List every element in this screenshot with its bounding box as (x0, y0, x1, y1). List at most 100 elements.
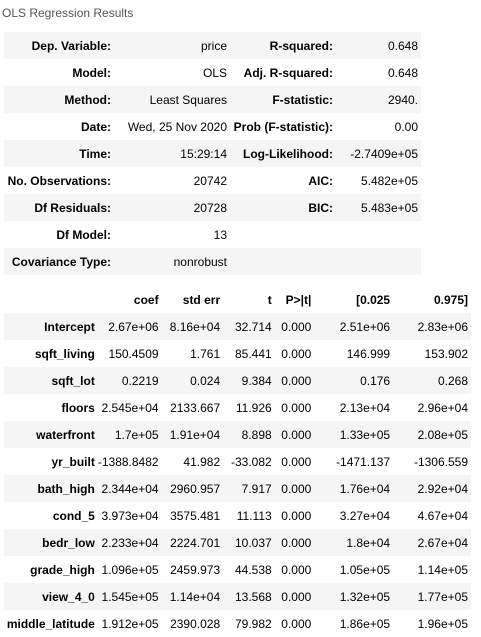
coefficient-value: 7.917 (223, 475, 275, 502)
variable-name: sqft_lot (4, 367, 98, 394)
coefficient-value: 2390.028 (170, 616, 221, 631)
coefficient-value: 153.902 (424, 346, 468, 361)
summary-row: Method: Least Squares F-statistic: 2940. (4, 86, 421, 113)
coefficient-value: 0.176 (314, 367, 394, 394)
coefficient-row: sqft_living 150.4509 1.761 85.441 0.000 146.9… (4, 340, 471, 367)
coefficient-value: -1388.8482 (97, 454, 159, 469)
summary-label: Covariance Type: (4, 248, 114, 275)
coefficient-value: 13.568 (223, 583, 275, 610)
summary-label: Method: (4, 86, 114, 113)
summary-value (336, 248, 421, 275)
summary-value: Least Squares (114, 86, 230, 113)
summary-label: Log-Likelihood: (230, 140, 336, 167)
variable-name: cond_5 (52, 508, 95, 523)
coefficient-value: 11.113 (236, 508, 272, 523)
coefficient-value: 1.8e+04 (314, 529, 394, 556)
summary-value: price (114, 32, 230, 59)
summary-value: 20728 (114, 194, 230, 221)
summary-value: 0.00 (394, 119, 418, 134)
variable-name: bedr_low (4, 529, 98, 556)
coefficient-value: 1.761 (190, 346, 221, 361)
coefficient-value: 1.096e+05 (101, 562, 159, 577)
coefficient-value: 1.33e+05 (314, 421, 394, 448)
coefficient-value: 85.441 (234, 346, 272, 361)
coefficient-value: 3.27e+04 (339, 508, 391, 523)
table-caption: OLS Regression Results (2, 6, 134, 20)
coefficient-value: 1.91e+04 (161, 421, 224, 448)
coefficient-value: 0.000 (274, 475, 315, 502)
coefficient-value: -33.082 (230, 454, 272, 469)
coefficient-row: view_4_0 1.545e+05 1.14e+04 13.568 0.000 1.32… (4, 583, 471, 610)
summary-value: -2.7409e+05 (336, 140, 421, 167)
summary-value: 5.482e+05 (360, 173, 418, 188)
coefficient-value: 2224.701 (161, 529, 224, 556)
coefficient-value: 2.83e+06 (393, 313, 471, 340)
coefficient-value: 0.000 (274, 583, 315, 610)
coefficient-value: 0.000 (274, 367, 315, 394)
summary-value: nonrobust (114, 248, 230, 275)
coefficient-value: 8.898 (223, 421, 275, 448)
coefficient-value: 2.08e+05 (393, 421, 471, 448)
coefficient-row: cond_5 3.973e+04 3575.481 11.113 0.000 3.27e+… (4, 502, 471, 529)
summary-row: Df Residuals: 20728 BIC: 5.483e+05 (4, 194, 421, 221)
coefficient-row: bath_high 2.344e+04 2960.957 7.917 0.000 1.76… (4, 475, 471, 502)
summary-label (230, 221, 336, 248)
summary-value: 13 (213, 227, 227, 242)
summary-value: 0.648 (387, 65, 418, 80)
coefficient-value: 1.32e+05 (314, 583, 394, 610)
coefficient-value: 41.982 (183, 454, 221, 469)
summary-value: 5.483e+05 (336, 194, 421, 221)
summary-label: Time: (4, 140, 114, 167)
summary-row: Time: 15:29:14 Log-Likelihood: -2.7409e+05 (4, 140, 421, 167)
variable-name: waterfront (4, 421, 98, 448)
coefficient-row: grade_high 1.096e+05 2459.973 44.538 0.000 1.… (4, 556, 471, 583)
coefficient-value: 1.545e+05 (97, 583, 162, 610)
coefficient-value: 2.545e+04 (101, 400, 159, 415)
column-header (4, 287, 98, 313)
coefficient-value: 79.982 (234, 616, 272, 631)
coefficient-value: 10.037 (223, 529, 275, 556)
summary-row: Model: OLS Adj. R-squared: 0.648 (4, 59, 421, 86)
coefficient-value: 9.384 (223, 367, 275, 394)
coefficient-value: 3.973e+04 (101, 508, 159, 523)
summary-label: Prob (F-statistic): (233, 119, 333, 134)
variable-name: yr_built (51, 454, 95, 469)
coefficient-row: yr_built -1388.8482 41.982 -33.082 0.000 -147… (4, 448, 471, 475)
column-header: coef (133, 293, 159, 307)
column-header: [0.025 (356, 293, 391, 307)
summary-table: Dep. Variable: price R-squared: 0.648 Model:… (4, 32, 421, 275)
summary-value: 2940. (336, 86, 421, 113)
variable-name: grade_high (30, 562, 95, 577)
coefficient-value: 1.05e+05 (339, 562, 391, 577)
summary-label: Model: (72, 65, 111, 80)
coefficient-value: -1471.137 (336, 454, 391, 469)
coefficients-body: Intercept 2.67e+06 8.16e+04 32.714 0.000 2.51… (4, 313, 471, 637)
coefficient-value: 0.000 (274, 529, 315, 556)
column-header: P>|t| (285, 293, 312, 307)
summary-row: Date: Wed, 25 Nov 2020 Prob (F-statistic):… (4, 113, 421, 140)
coefficient-value: 2.13e+04 (339, 400, 391, 415)
summary-label: Date: (80, 119, 111, 134)
summary-label: AIC: (308, 173, 333, 188)
variable-name: bath_high (4, 475, 98, 502)
summary-label: R-squared: (230, 32, 336, 59)
coefficient-value: 0.000 (274, 421, 315, 448)
summary-row: No. Observations: 20742 AIC: 5.482e+05 (4, 167, 421, 194)
coefficient-value: 1.14e+05 (417, 562, 468, 577)
variable-name: sqft_living (34, 346, 95, 361)
coefficient-value: 0.000 (281, 562, 312, 577)
summary-label: Dep. Variable: (4, 32, 114, 59)
coefficients-header-row: coef std err t P>|t| [0.025 0.975] (4, 287, 471, 313)
coefficient-value: 1.912e+05 (101, 616, 159, 631)
coefficient-value: 0.2219 (97, 367, 162, 394)
coefficient-value: 2960.957 (161, 475, 224, 502)
coefficient-value: 1.77e+05 (393, 583, 471, 610)
coefficient-value: 2.233e+04 (97, 529, 162, 556)
coefficient-value: 0.000 (281, 508, 312, 523)
coefficient-value: 2133.667 (170, 400, 221, 415)
coefficient-value: 1.14e+04 (161, 583, 224, 610)
summary-value: 15:29:14 (114, 140, 230, 167)
coefficient-value: 0.000 (281, 616, 312, 631)
coefficient-value: -1306.559 (413, 454, 468, 469)
coefficient-row: floors 2.545e+04 2133.667 11.926 0.000 2.13e+… (4, 394, 471, 421)
